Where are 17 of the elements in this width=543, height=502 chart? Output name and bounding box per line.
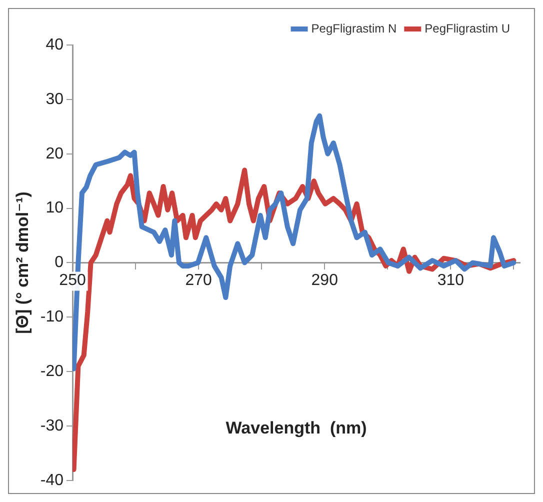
y-tick-label: 30 [46, 90, 64, 108]
y-tick-label: -20 [40, 362, 64, 380]
x-tick-label: 270 [185, 272, 212, 290]
legend-label: PegFligrastim N [311, 21, 397, 36]
x-tick-label: 310 [437, 272, 464, 290]
legend-label: PegFligrastim U [424, 21, 510, 36]
y-tick-label: -10 [40, 308, 64, 326]
y-tick-label: 40 [46, 36, 64, 54]
y-tick-label: 10 [46, 200, 64, 217]
x-tick-label: 290 [311, 272, 338, 290]
y-tick-label: -30 [40, 417, 64, 434]
y-tick-label: 20 [46, 145, 64, 162]
x-tick-label: 250 [59, 272, 86, 290]
y-axis-title: [Θ] (° cm² dmol⁻¹) [12, 192, 32, 334]
y-tick-label: 0 [54, 254, 64, 272]
x-axis-title: Wavelength (nm) [226, 418, 367, 438]
y-tick-label: -40 [40, 472, 64, 489]
